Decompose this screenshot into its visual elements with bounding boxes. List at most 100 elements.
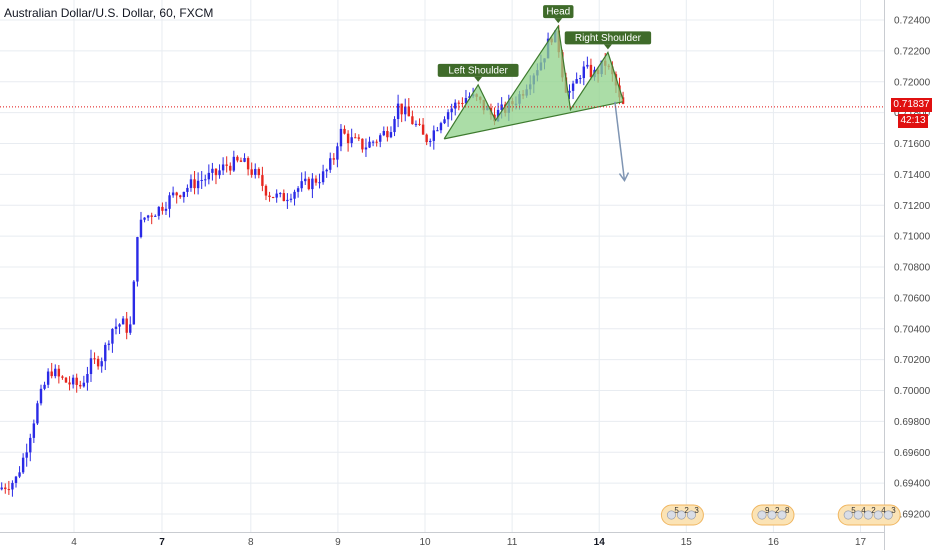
candle-body <box>575 79 578 84</box>
candle-body <box>443 119 446 124</box>
candle <box>361 138 364 153</box>
candle-body <box>68 382 71 385</box>
candle-body <box>571 83 575 91</box>
candle <box>0 482 3 491</box>
candle <box>182 191 186 203</box>
candle-body <box>364 147 368 150</box>
chart-title: Australian Dollar/U.S. Dollar, 60, FXCM <box>4 6 214 20</box>
candle-body <box>346 133 350 144</box>
candle-body <box>361 138 364 150</box>
candle <box>296 186 300 198</box>
candle <box>86 366 89 391</box>
candle-body <box>164 208 168 211</box>
annotation-text: Left Shoulder <box>448 65 508 76</box>
candle-body <box>311 178 314 190</box>
candle-body <box>621 97 625 104</box>
candle-body <box>39 388 43 404</box>
candle <box>300 172 303 192</box>
candle <box>325 168 328 178</box>
candle <box>150 212 153 225</box>
candle <box>196 172 200 195</box>
head-and-shoulders-pattern: Left Shoulder Head Right Shoulder <box>437 5 652 182</box>
candle-body <box>71 377 75 385</box>
candle <box>107 340 111 351</box>
event-count: 3 <box>694 506 699 515</box>
candle <box>414 120 418 127</box>
x-tick-label: 11 <box>507 537 518 548</box>
flag-icon <box>757 510 767 520</box>
annotation-pointer <box>603 44 612 50</box>
pattern-outline <box>443 24 624 140</box>
candle <box>143 217 146 223</box>
candle-body <box>261 175 264 186</box>
candle <box>329 152 332 173</box>
candle <box>229 162 232 175</box>
annotation-pointer <box>474 76 483 82</box>
annotation-bg <box>437 63 519 77</box>
candle-body <box>54 368 57 377</box>
candle <box>246 156 250 176</box>
candle <box>343 125 346 135</box>
candle-body <box>329 158 332 170</box>
candle <box>168 192 171 218</box>
candle <box>193 171 196 195</box>
candle <box>450 103 453 121</box>
flag-icon <box>666 510 676 520</box>
candle <box>189 174 193 192</box>
candle <box>111 328 114 353</box>
candle-body <box>254 168 257 175</box>
candle-body <box>64 377 68 383</box>
event-count: 9 <box>765 506 770 515</box>
candle-body <box>354 137 357 139</box>
y-tick-label: 0.69400 <box>894 479 931 490</box>
candle <box>382 126 386 137</box>
candle <box>18 466 21 479</box>
x-tick-label: 16 <box>768 537 780 548</box>
candle-body <box>314 178 318 183</box>
candle-body <box>429 140 432 143</box>
candle <box>304 171 307 185</box>
candle-body <box>450 108 453 113</box>
candle <box>418 118 421 126</box>
candle-body <box>454 102 457 109</box>
candle <box>39 384 43 406</box>
candle-body <box>32 423 36 438</box>
candle-body <box>11 482 14 490</box>
event-count: 5 <box>674 506 679 515</box>
candle <box>275 189 278 203</box>
candle-body <box>414 123 418 125</box>
candle <box>71 374 75 389</box>
flag-icon <box>686 510 696 520</box>
candle-body <box>268 195 271 198</box>
y-tick-label: 0.72200 <box>894 46 931 57</box>
candle <box>43 381 46 391</box>
candle <box>139 211 143 239</box>
candle <box>457 100 461 111</box>
candle <box>11 480 14 497</box>
candle <box>32 419 36 443</box>
y-tick-label: 0.70400 <box>894 324 931 335</box>
candle-body <box>186 187 189 192</box>
candle <box>461 97 464 108</box>
y-tick-label: 0.70000 <box>894 386 931 397</box>
candle-body <box>421 124 425 135</box>
flag-icon <box>873 510 883 520</box>
candle <box>171 186 175 198</box>
candle <box>364 138 368 157</box>
y-tick-label: 0.71400 <box>894 170 931 181</box>
candle <box>464 89 468 105</box>
candle <box>114 318 118 335</box>
candle-body <box>104 344 107 362</box>
candle-body <box>129 324 132 333</box>
event-count: 8 <box>785 506 790 515</box>
candle <box>25 443 28 467</box>
candle <box>350 128 353 148</box>
candle <box>254 163 257 179</box>
neckline <box>444 101 623 140</box>
